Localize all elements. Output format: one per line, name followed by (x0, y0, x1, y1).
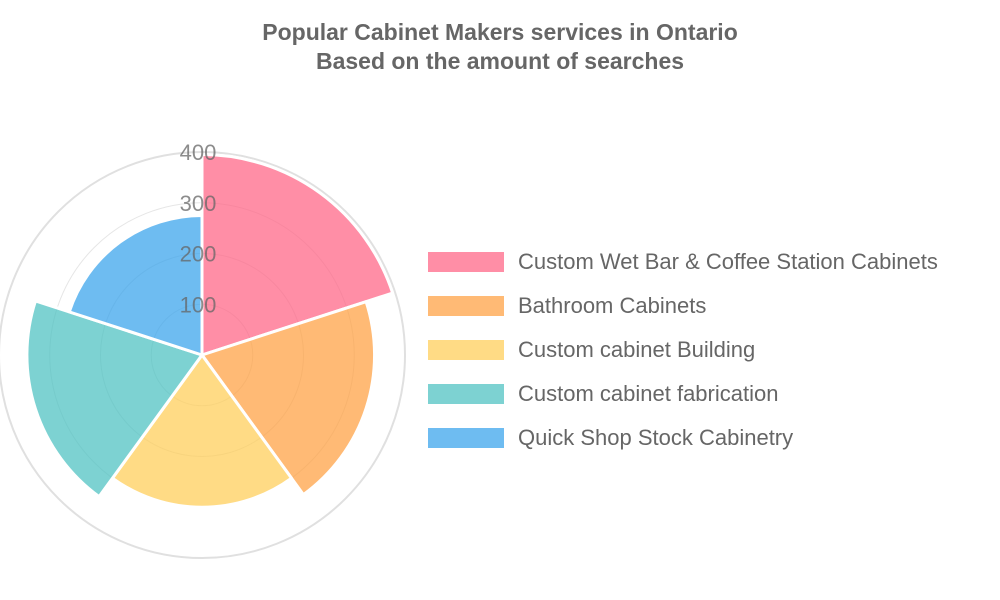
legend-swatch (428, 340, 504, 360)
legend-label: Custom Wet Bar & Coffee Station Cabinets (518, 249, 938, 274)
radial-tick-labels: 100 200 300 400 (180, 140, 217, 317)
chart-title: Popular Cabinet Makers services in Ontar… (262, 19, 738, 45)
legend-item[interactable]: Custom Wet Bar & Coffee Station Cabinets (428, 240, 938, 284)
radial-tick-label: 100 (180, 292, 217, 317)
slice-5[interactable] (67, 213, 204, 357)
legend-label: Bathroom Cabinets (518, 293, 707, 318)
legend-label: Custom cabinet fabrication (518, 381, 779, 406)
legend-swatch (428, 384, 504, 404)
polar-slices (25, 153, 395, 509)
legend-label: Custom cabinet Building (518, 337, 756, 362)
legend-swatch (428, 252, 504, 272)
grid-outer-ring (0, 151, 406, 559)
legend-item[interactable]: Quick Shop Stock Cabinetry (428, 416, 938, 460)
slice-2[interactable] (200, 300, 377, 497)
legend-swatch (428, 428, 504, 448)
legend-item[interactable]: Custom cabinet fabrication (428, 372, 938, 416)
legend-label: Quick Shop Stock Cabinetry (518, 425, 794, 450)
slice-1[interactable] (200, 153, 395, 357)
legend-swatch (428, 296, 504, 316)
chart-legend: Custom Wet Bar & Coffee Station Cabinets… (428, 240, 938, 460)
chart-title-block: Popular Cabinet Makers services in Ontar… (0, 18, 1000, 76)
radial-tick-label: 300 (180, 191, 217, 216)
legend-item[interactable]: Custom cabinet Building (428, 328, 938, 372)
legend-item[interactable]: Bathroom Cabinets (428, 284, 938, 328)
slice-3[interactable] (111, 353, 293, 509)
slice-4[interactable] (25, 299, 204, 499)
chart-subtitle: Based on the amount of searches (315, 48, 685, 74)
radial-tick-label: 200 (180, 242, 217, 267)
radial-tick-label: 400 (180, 140, 217, 165)
